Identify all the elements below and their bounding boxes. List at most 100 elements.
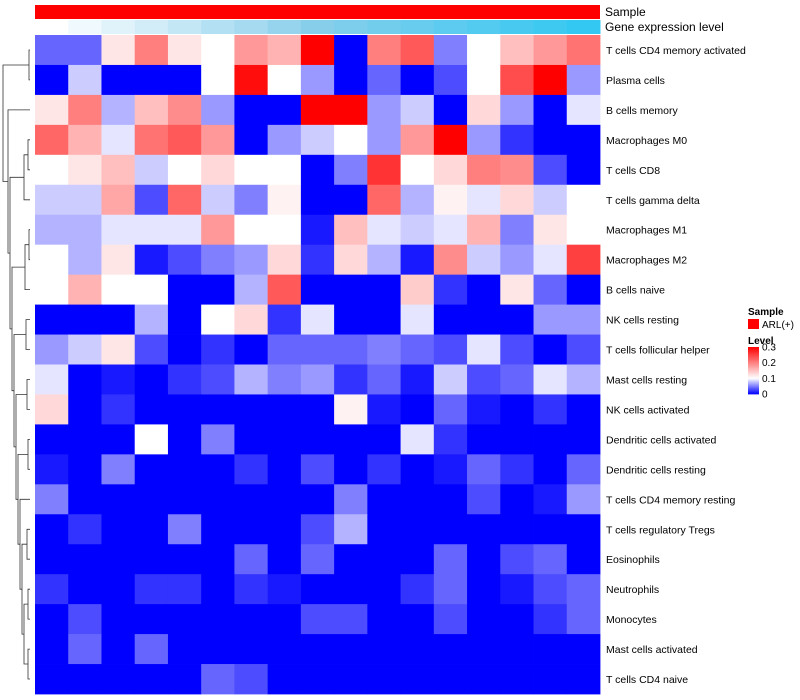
heatmap-cell <box>566 454 601 485</box>
heatmap-cell <box>300 634 335 665</box>
heatmap-cell <box>400 544 435 575</box>
heatmap-cell <box>500 244 534 276</box>
heatmap-cell <box>533 304 568 335</box>
heatmap-cell <box>201 664 235 695</box>
heatmap-cell <box>35 184 69 216</box>
dendrogram-branch <box>26 379 30 410</box>
heatmap-cell <box>134 214 169 246</box>
expression-annotation-cell <box>400 20 435 34</box>
heatmap-cell <box>334 154 368 186</box>
heatmap-cell <box>500 304 534 335</box>
heatmap-cell <box>68 544 102 575</box>
heatmap-cell <box>35 35 69 66</box>
heatmap-cell <box>467 514 501 545</box>
heatmap-cell <box>433 574 468 605</box>
heatmap-cell <box>566 574 601 605</box>
heatmap-cell <box>267 574 302 605</box>
level-legend-gradient-step <box>748 375 759 377</box>
dendrogram-branch <box>23 603 28 665</box>
heatmap-cell <box>68 244 102 276</box>
heatmap-cell <box>400 124 435 156</box>
heatmap-cell <box>167 274 202 305</box>
heatmap-cell <box>267 274 302 305</box>
level-legend-gradient-step <box>748 383 759 386</box>
level-legend-gradient-step <box>748 390 759 393</box>
heatmap-cell <box>300 304 335 335</box>
heatmap-cell <box>134 634 169 665</box>
sample-annotation-label: Sample <box>605 5 646 19</box>
expression-annotation-cell <box>367 20 402 34</box>
heatmap-cell <box>167 634 202 665</box>
heatmap-cell <box>400 94 435 126</box>
level-legend-gradient-step <box>748 385 759 388</box>
row-label: Macrophages M0 <box>606 135 687 147</box>
level-legend-gradient-step <box>748 388 759 390</box>
row-label: B cells naive <box>606 285 665 297</box>
level-legend-gradient-step <box>748 377 759 380</box>
heatmap-cell <box>134 244 169 276</box>
heatmap-cell <box>234 244 269 276</box>
dendrogram-branch <box>23 154 30 201</box>
heatmap-cell <box>334 304 368 335</box>
heatmap-cell <box>467 544 501 575</box>
heatmap-cell <box>467 484 501 515</box>
heatmap-cell <box>134 424 169 455</box>
heatmap-cell <box>234 394 269 425</box>
heatmap-cell <box>334 454 368 485</box>
heatmap-cell <box>267 664 302 695</box>
heatmap-cell <box>101 364 136 395</box>
heatmap-cell <box>334 35 368 66</box>
heatmap-cell <box>101 64 136 96</box>
heatmap-cell <box>566 544 601 575</box>
heatmap-cell <box>533 514 568 545</box>
heatmap-cell <box>267 604 302 635</box>
heatmap-cell <box>134 664 169 695</box>
heatmap-cell <box>500 64 534 96</box>
level-legend-title: Level <box>748 336 774 347</box>
heatmap-cell <box>367 94 401 126</box>
heatmap-cell <box>367 154 401 186</box>
heatmap-cell <box>101 35 136 66</box>
row-label: T cells gamma delta <box>606 195 700 207</box>
heatmap-cell <box>300 274 335 305</box>
heatmap-cell <box>234 424 269 455</box>
heatmap-cell <box>533 154 568 186</box>
heatmap-cell <box>201 514 235 545</box>
heatmap-cell <box>400 604 435 635</box>
heatmap-cell <box>334 64 368 96</box>
heatmap-cell <box>300 604 335 635</box>
heatmap-cell <box>367 634 401 665</box>
heatmap-cell <box>234 184 269 216</box>
heatmap-cell <box>500 544 534 575</box>
level-legend-gradient-step <box>748 364 759 367</box>
row-label: B cells memory <box>606 105 679 117</box>
heatmap-cell <box>533 334 568 365</box>
heatmap-cell <box>134 394 169 425</box>
level-legend-gradient-step <box>748 392 759 395</box>
heatmap-cell <box>101 244 136 276</box>
heatmap-cell <box>134 274 169 305</box>
heatmap-cell <box>500 124 534 156</box>
heatmap-cell <box>400 634 435 665</box>
heatmap-cell <box>201 394 235 425</box>
row-label: Mast cells activated <box>606 644 698 656</box>
heatmap-cell <box>334 514 368 545</box>
heatmap-cell <box>68 424 102 455</box>
dendrogram-branch <box>28 229 30 261</box>
heatmap-cell <box>167 94 202 126</box>
heatmap-cell <box>167 154 202 186</box>
expression-annotation-cell <box>566 20 601 34</box>
heatmap-cell <box>167 484 202 515</box>
dendrogram-branch <box>27 139 30 171</box>
level-legend-gradient-step <box>748 371 759 374</box>
heatmap-cell <box>400 394 435 425</box>
heatmap-cell <box>167 394 202 425</box>
heatmap-cell <box>400 184 435 216</box>
expression-annotation-cell <box>134 20 169 34</box>
heatmap-cell <box>367 664 401 695</box>
row-label: Eosinophils <box>606 554 660 566</box>
heatmap-cell <box>234 154 269 186</box>
heatmap-cell <box>566 124 601 156</box>
level-legend-tick: 0.1 <box>762 374 776 385</box>
heatmap-cell <box>367 35 401 66</box>
